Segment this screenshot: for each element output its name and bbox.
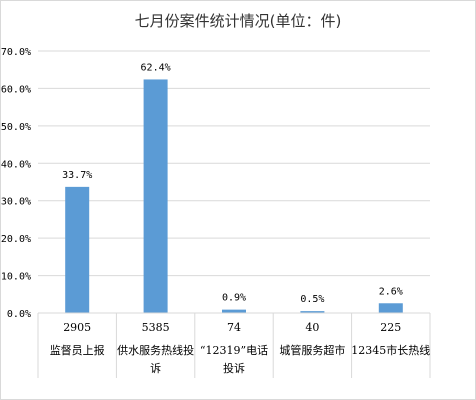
bar — [143, 79, 168, 314]
category-label: “12319”电话 — [200, 344, 268, 357]
category-label: 供水服务热线投 — [117, 343, 194, 357]
bar — [300, 311, 325, 313]
y-tick-label: 0.0% — [7, 309, 31, 320]
y-tick-label: 20.0% — [1, 234, 31, 245]
data-labels: 33.7% 62.4% 0.9% 0.5% 2.6% — [62, 62, 403, 305]
bar — [65, 186, 90, 313]
category-label: 城管服务超市 — [279, 343, 345, 357]
category-count: 2905 — [63, 321, 91, 334]
y-axis: 0.0% 10.0% 20.0% 30.0% 40.0% 50.0% 60.0% 70.0% — [1, 47, 31, 320]
data-label: 0.9% — [222, 293, 246, 304]
y-tick-label: 60.0% — [1, 84, 31, 95]
y-tick-label: 70.0% — [1, 47, 31, 58]
gridlines — [38, 50, 430, 277]
category-count: 40 — [305, 321, 319, 334]
data-label: 2.6% — [379, 286, 403, 297]
bar — [222, 309, 246, 313]
y-tick-label: 30.0% — [1, 197, 31, 208]
y-tick-label: 40.0% — [1, 159, 31, 170]
category-count: 225 — [380, 321, 401, 334]
category-label: 12345市长热线 — [351, 343, 430, 357]
category-count: 5385 — [142, 321, 170, 334]
chart-title: 七月份案件统计情况(单位：件) — [135, 12, 342, 30]
data-label: 62.4% — [141, 62, 171, 73]
category-label: 投诉 — [223, 361, 245, 375]
y-tick-label: 10.0% — [1, 272, 31, 283]
bar — [378, 303, 403, 313]
category-label: 监督员上报 — [50, 343, 105, 357]
category-label: 诉 — [150, 362, 161, 375]
data-label: 33.7% — [62, 170, 92, 181]
category-count: 74 — [227, 321, 241, 334]
bars — [65, 79, 403, 314]
data-label: 0.5% — [300, 294, 324, 305]
y-tick-label: 50.0% — [1, 122, 31, 133]
